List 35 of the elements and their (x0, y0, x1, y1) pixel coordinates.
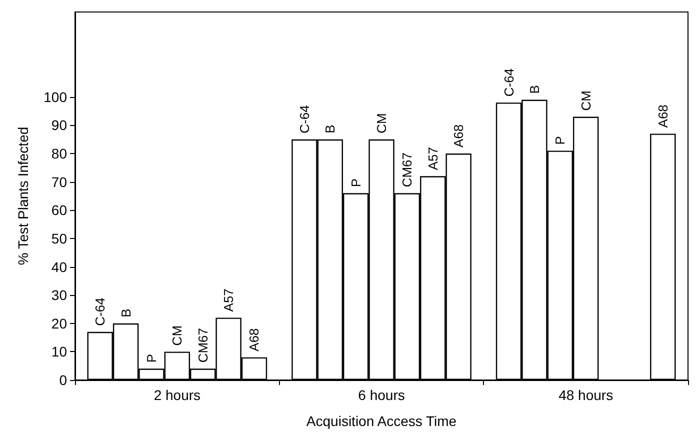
y-tick-label: 40 (51, 258, 68, 275)
text: CM67 (400, 152, 415, 188)
x-tick-label: 6 hours (358, 387, 405, 403)
text: P (348, 178, 364, 188)
text: C-64 (501, 68, 516, 97)
x-tick-label: 2 hours (154, 387, 201, 403)
text: A68 (451, 124, 466, 148)
text: B (322, 124, 338, 134)
text: A68 (246, 328, 262, 352)
text: A68 (655, 104, 670, 128)
y-tick-label: 60 (51, 202, 68, 218)
text: P (552, 136, 568, 145)
y-tick-label: 80 (51, 146, 68, 162)
y-tick-label: 0 (59, 372, 68, 388)
text: A57 (221, 288, 236, 312)
y-tick-label: 90 (51, 117, 68, 134)
text: B (118, 308, 134, 318)
x-tick-label: 48 hours (558, 387, 614, 403)
text: P (144, 354, 159, 363)
text: C-64 (296, 105, 312, 134)
text: B (526, 85, 542, 94)
text: CM67 (195, 328, 210, 363)
y-axis-title: % Test Plants Infected (15, 126, 31, 266)
text: CM (578, 90, 594, 111)
x-axis-title: Acquisition Access Time (306, 413, 457, 429)
y-tick-label: 10 (51, 344, 68, 360)
y-tick-label: 50 (51, 230, 68, 246)
y-tick-label: 100 (44, 88, 68, 105)
text: A57 (425, 147, 440, 170)
text: C-64 (92, 298, 108, 326)
text: CM (374, 113, 389, 134)
y-tick-label: 30 (51, 287, 68, 304)
text: CM (170, 325, 185, 346)
y-tick-label: 20 (51, 315, 68, 332)
y-tick-label: 70 (51, 174, 68, 190)
